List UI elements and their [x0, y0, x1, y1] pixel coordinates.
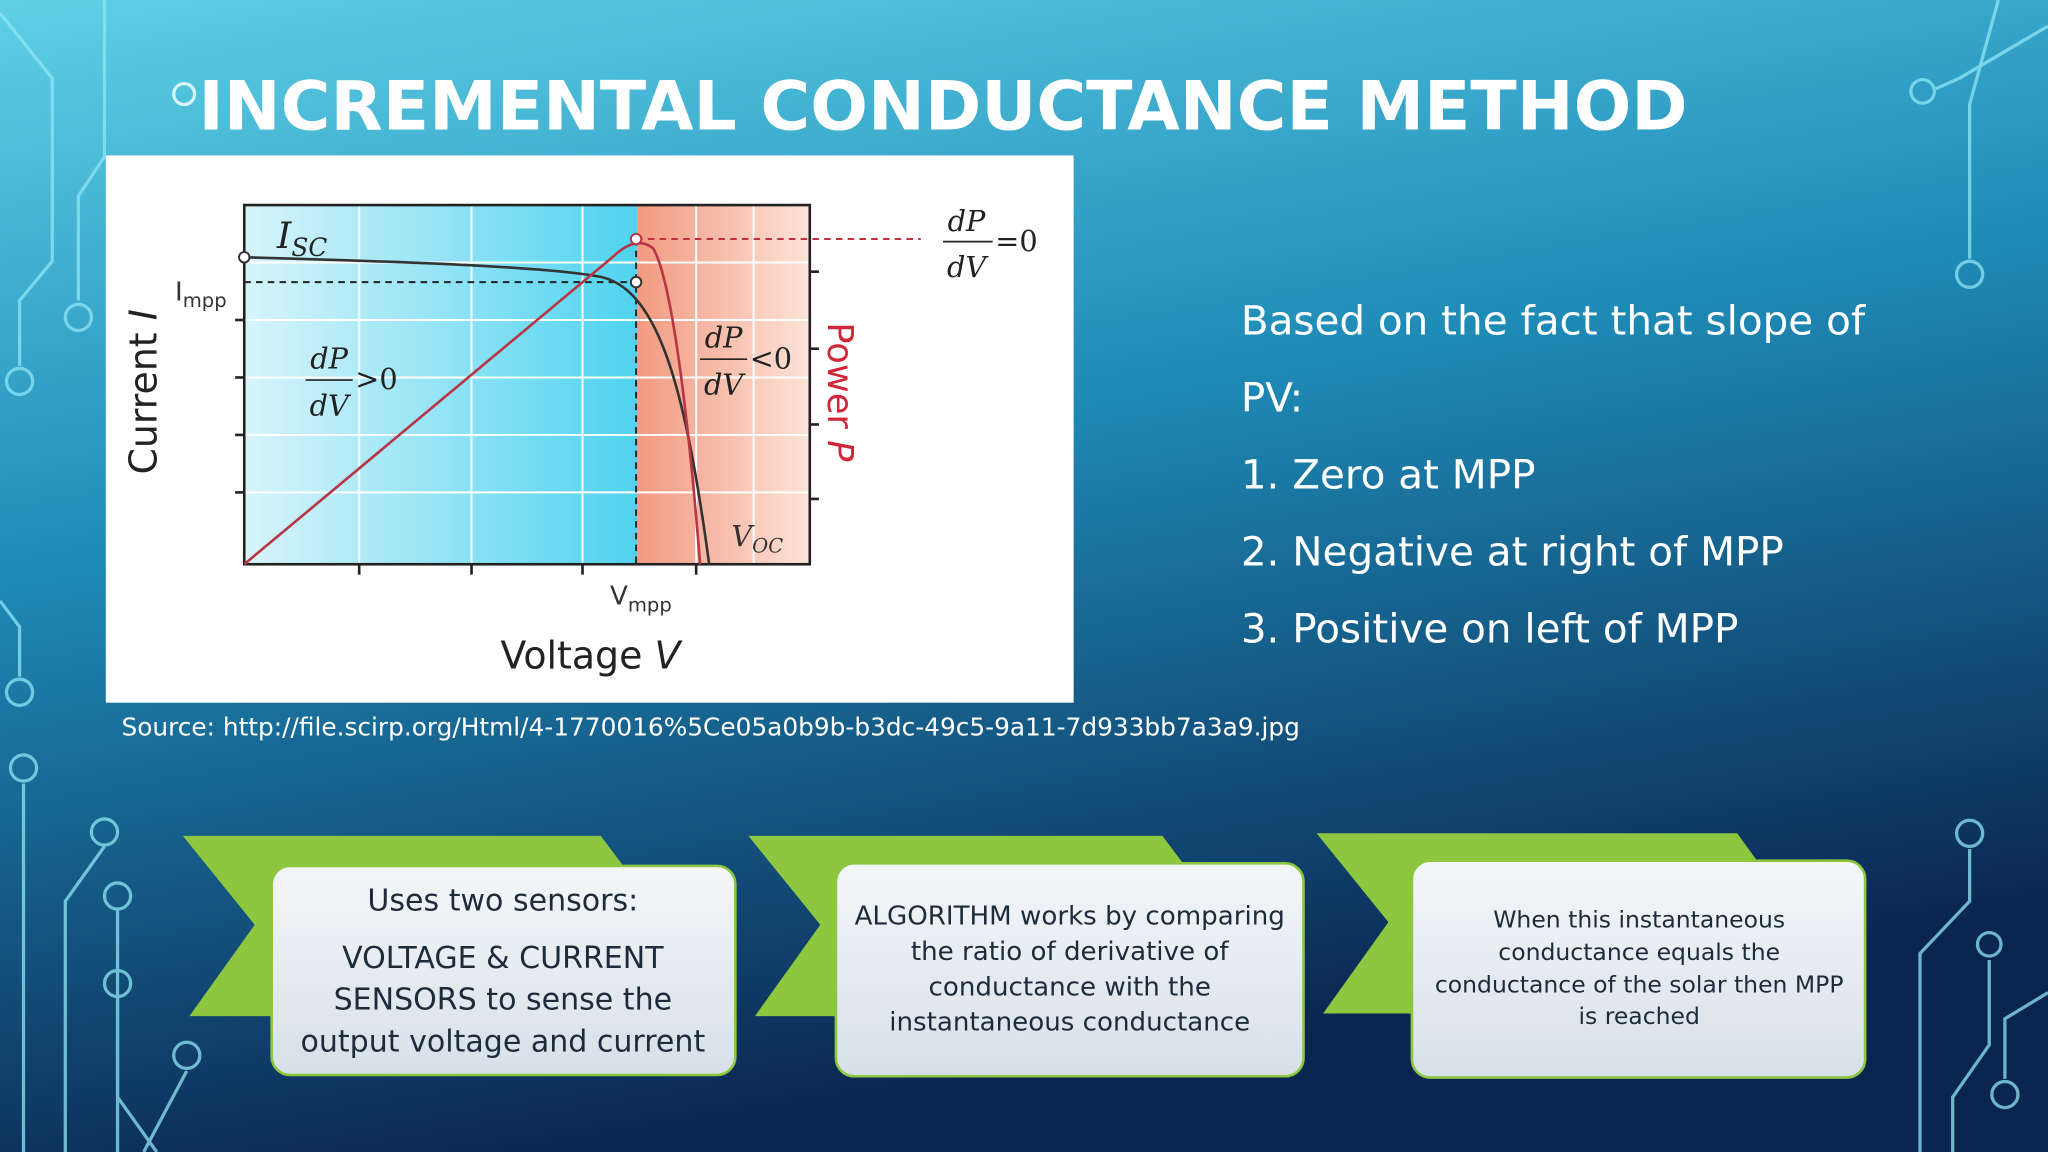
voc-label: VOC	[731, 519, 783, 558]
peak-point	[629, 232, 643, 246]
label-text: Voltage	[500, 634, 642, 678]
vmpp-label: Vmpp	[610, 582, 672, 617]
label-symbol: I	[122, 309, 166, 320]
list-item: 1. Zero at MPP	[1241, 450, 1536, 498]
x-axis-label: Voltage V	[500, 634, 683, 678]
step-line: instantaneous conductance	[889, 1008, 1250, 1038]
impp-sub: mpp	[183, 289, 227, 312]
isc-label: ISC	[276, 214, 327, 262]
power-curve	[243, 241, 702, 566]
y2-axis-label: Power P	[819, 322, 860, 462]
title: INCREMENTAL CONDUCTANCE METHOD	[199, 67, 1688, 146]
current-curve	[244, 256, 711, 565]
fraction-num: dP	[310, 341, 348, 375]
card	[834, 862, 1305, 1078]
step-3: When this instantaneous conductance equa…	[1316, 833, 1867, 1079]
impp-label: Impp	[175, 277, 227, 312]
intro-line: Based on the fact that slope of	[1241, 296, 1867, 344]
label-text: Power	[819, 322, 860, 429]
slope-list: Based on the fact that slope of PV: 1. Z…	[1241, 296, 1867, 652]
vmpp-main: V	[610, 582, 628, 612]
isc-point	[238, 251, 251, 264]
fraction-rel: =0	[995, 224, 1037, 258]
step-line: conductance equals the	[1498, 938, 1780, 966]
y-axis-label: Current I	[122, 309, 166, 474]
title-bullet	[172, 81, 197, 107]
list-item: 2. Negative at right of MPP	[1241, 528, 1784, 576]
fraction-den: dV	[947, 250, 989, 284]
list-item: 3. Positive on left of MPP	[1241, 605, 1739, 653]
label-symbol: V	[654, 634, 683, 678]
peak-fraction: dP dV =0	[943, 204, 1038, 284]
fraction-rel: <0	[750, 341, 792, 375]
step-line: conductance of the solar then MPP	[1435, 971, 1844, 999]
voc-main: V	[731, 519, 755, 553]
axis-ticks	[235, 270, 819, 575]
step-line: ALGORITHM works by comparing	[855, 902, 1285, 932]
step-line: conductance with the	[929, 972, 1211, 1002]
step-line: is reached	[1578, 1002, 1699, 1030]
left-fraction: dP dV >0	[305, 341, 398, 422]
source: Source: http://file.scirp.org/Html/4-177…	[121, 712, 1299, 741]
vmpp-sub: mpp	[628, 593, 672, 616]
card	[270, 864, 737, 1077]
isc-sub: SC	[291, 233, 327, 262]
voc-sub: OC	[752, 534, 783, 557]
step-line: VOLTAGE & CURRENT	[342, 941, 664, 976]
label-text: Current	[122, 332, 166, 474]
step-line: the ratio of derivative of	[911, 937, 1229, 967]
figure: ISC Impp Vmpp VOC dP dV =0 dP dV >0 dP d…	[105, 155, 1074, 703]
card	[1410, 859, 1867, 1079]
step-1: Uses two sensors: VOLTAGE & CURRENT SENS…	[182, 835, 737, 1077]
step-2: ALGORITHM works by comparing the ratio o…	[748, 835, 1305, 1078]
region-right	[637, 205, 810, 565]
plot-frame	[242, 203, 812, 566]
fraction-den: dV	[704, 367, 746, 401]
step-line: output voltage and current	[300, 1024, 705, 1059]
fraction-rel: >0	[355, 362, 397, 396]
step-line: When this instantaneous	[1493, 905, 1785, 933]
fraction-num: dP	[948, 204, 986, 238]
intro-line: PV:	[1241, 373, 1303, 421]
step-line: SENSORS to sense the	[334, 983, 672, 1018]
isc-main: I	[276, 214, 293, 257]
label-symbol: P	[819, 440, 860, 462]
step-heading: Uses two sensors:	[367, 883, 638, 918]
mpp-point	[629, 275, 643, 289]
right-fraction: dP dV <0	[700, 320, 792, 401]
fraction-num: dP	[705, 320, 743, 354]
fraction-den: dV	[310, 388, 352, 422]
impp-main: I	[175, 277, 183, 307]
